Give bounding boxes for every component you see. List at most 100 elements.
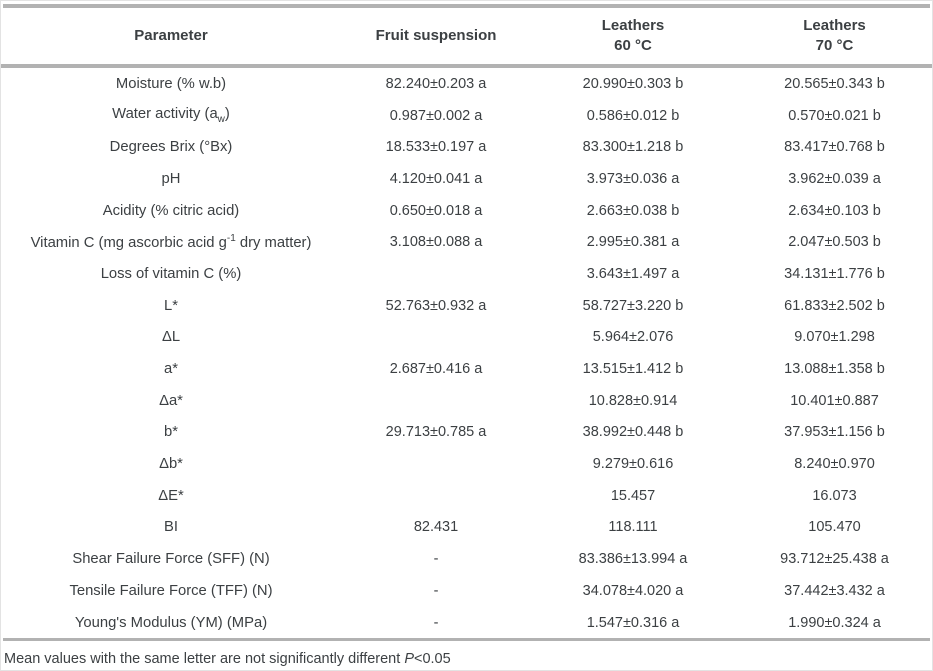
leathers-70-cell: 2.047±0.503 b (788, 234, 881, 251)
footnote-text: Mean values with the same letter are not… (4, 651, 405, 668)
fruit-suspension-cell: - (433, 551, 439, 568)
table-row: Moisture (% w.b) 82.240±0.203 a 20.990±0.3… (1, 66, 932, 100)
table-row: a* 2.687±0.416 a 13.515±1.412 b 13.088±1.35… (1, 353, 932, 385)
fruit-suspension-cell: 4.120±0.041 a (389, 170, 483, 187)
parameter-cell: a* (164, 361, 178, 378)
leathers-70-cell: 37.953±1.156 b (784, 424, 885, 441)
leathers-70-cell: 93.712±25.438 a (780, 551, 889, 568)
fruit-suspension-cell (341, 385, 531, 417)
table-bottom-rule (3, 638, 930, 642)
parameter-cell: BI (164, 519, 178, 536)
parameter-cell: Δa* (159, 392, 183, 409)
table-row: ΔL 5.964±2.076 9.070±1.298 (1, 322, 932, 354)
leathers-70-cell: 61.833±2.502 b (784, 297, 885, 314)
column-header: Fruit suspension (341, 8, 531, 68)
footnote-p-symbol: P (404, 651, 414, 668)
fruit-suspension-cell: - (433, 614, 439, 631)
parameter-cell: Degrees Brix (°Bx) (109, 139, 233, 156)
header-row: Parameter Fruit suspension Leathers 60 °C Le… (1, 8, 932, 68)
leathers-70-cell: 105.470 (808, 519, 861, 536)
parameter-cell: pH (161, 170, 181, 187)
leathers-70-cell: 0.570±0.021 b (788, 107, 881, 124)
column-header-line: Leathers (601, 16, 665, 34)
leathers-60-cell: 118.111 (608, 519, 658, 536)
parameter-cell: ΔE* (158, 487, 184, 504)
column-header-line: Fruit suspension (375, 26, 497, 44)
leathers-70-cell: 9.070±1.298 (794, 329, 875, 346)
column-header: Parameter (1, 8, 341, 68)
table-row: Loss of vitamin C (%) 3.643±1.497 a 34.131… (1, 258, 932, 290)
parameter-cell: Young's Modulus (YM) (MPa) (74, 614, 268, 631)
parameter-cell: Shear Failure Force (SFF) (N) (72, 551, 270, 568)
table-body: Moisture (% w.b) 82.240±0.203 a 20.990±0.3… (1, 66, 932, 639)
parameter-cell: ΔL (161, 329, 181, 346)
leathers-60-cell: 3.643±1.497 a (586, 265, 680, 282)
leathers-60-cell: 2.663±0.038 b (586, 202, 680, 219)
fruit-suspension-cell (341, 322, 531, 354)
table-row: Δa* 10.828±0.914 10.401±0.887 (1, 385, 932, 417)
fruit-suspension-cell: 29.713±0.785 a (385, 424, 487, 441)
fruit-suspension-cell: 82.240±0.203 a (385, 75, 487, 92)
fruit-suspension-cell (341, 448, 531, 480)
parameter-cell: b* (164, 424, 178, 441)
fruit-suspension-cell: 0.987±0.002 a (389, 107, 483, 124)
column-header: Leathers 70 °C (735, 8, 932, 68)
table-row: Degrees Brix (°Bx) 18.533±0.197 a 83.300±1… (1, 131, 932, 163)
leathers-60-cell: 20.990±0.303 b (582, 75, 684, 92)
fruit-suspension-cell: 2.687±0.416 a (389, 361, 483, 378)
fruit-suspension-cell: 0.650±0.018 a (389, 202, 483, 219)
table-row: Young's Modulus (YM) (MPa) - 1.547±0.316 a… (1, 607, 932, 639)
parameter-superscript: -1 (226, 233, 236, 245)
table-top-rule (3, 4, 930, 8)
column-header-line: Parameter (134, 26, 208, 44)
leathers-60-cell: 34.078±4.020 a (582, 582, 684, 599)
column-header: Leathers 60 °C (531, 8, 735, 68)
leathers-60-cell: 5.964±2.076 (592, 329, 674, 346)
column-header-line: 70 °C (815, 37, 854, 54)
leathers-60-cell: 13.515±1.412 b (582, 361, 684, 378)
column-header-line: Leathers (803, 16, 866, 34)
leathers-60-cell: 10.828±0.914 (588, 392, 678, 409)
leathers-60-cell: 58.727±3.220 b (582, 297, 684, 314)
leathers-60-cell: 83.300±1.218 b (582, 139, 684, 156)
parameter-cell: Water activity (aw) (112, 106, 230, 125)
fruit-suspension-cell: 52.763±0.932 a (385, 297, 487, 314)
table-row: BI 82.431 118.111 105.470 (1, 512, 932, 544)
leathers-70-cell: 8.240±0.970 (794, 456, 875, 473)
leathers-70-cell: 2.634±0.103 b (788, 202, 881, 219)
table-row: ΔE* 15.457 16.073 (1, 480, 932, 512)
parameter-cell: Vitamin C (mg ascorbic acid g-1 dry matt… (30, 233, 312, 252)
parameter-cell: Tensile Failure Force (TFF) (N) (69, 582, 273, 599)
fruit-suspension-cell (341, 480, 531, 512)
parameter-cell: Loss of vitamin C (%) (100, 265, 242, 282)
table-row: Tensile Failure Force (TFF) (N) - 34.078±4… (1, 575, 932, 607)
footnote-threshold: <0.05 (413, 651, 451, 668)
parameter-cell: Acidity (% citric acid) (102, 202, 240, 219)
leathers-60-cell: 1.547±0.316 a (586, 614, 680, 631)
leathers-70-cell: 34.131±1.776 b (784, 265, 885, 282)
leathers-60-cell: 83.386±13.994 a (578, 551, 688, 568)
leathers-60-cell: 15.457 (610, 487, 656, 504)
column-header-line: 60 °C (614, 37, 652, 54)
table-row: Vitamin C (mg ascorbic acid g-1 dry matt… (1, 226, 932, 258)
fruit-suspension-cell: - (433, 582, 439, 599)
leathers-70-cell: 16.073 (812, 487, 857, 504)
data-table: Parameter Fruit suspension Leathers 60 °C Le… (1, 8, 932, 639)
table-footnote: Mean values with the same letter are not… (1, 641, 932, 667)
leathers-60-cell: 2.995±0.381 a (586, 234, 680, 251)
parameter-cell: L* (164, 297, 178, 314)
table-row: L* 52.763±0.932 a 58.727±3.220 b 61.833±2.5… (1, 290, 932, 322)
leathers-70-cell: 10.401±0.887 (790, 392, 879, 409)
leathers-60-cell: 38.992±0.448 b (582, 424, 684, 441)
leathers-70-cell: 1.990±0.324 a (788, 614, 881, 631)
leathers-70-cell: 13.088±1.358 b (784, 361, 885, 378)
leathers-60-cell: 9.279±0.616 (592, 456, 674, 473)
fruit-suspension-cell: 18.533±0.197 a (385, 139, 487, 156)
fruit-suspension-cell: 3.108±0.088 a (389, 234, 483, 251)
table-row: b* 29.713±0.785 a 38.992±0.448 b 37.953±1.1… (1, 417, 932, 449)
leathers-60-cell: 3.973±0.036 a (586, 170, 680, 187)
parameter-cell: Moisture (% w.b) (115, 75, 227, 92)
table-row: pH 4.120±0.041 a 3.973±0.036 a 3.962±0.039 … (1, 163, 932, 195)
fruit-suspension-cell: 82.431 (413, 519, 459, 536)
